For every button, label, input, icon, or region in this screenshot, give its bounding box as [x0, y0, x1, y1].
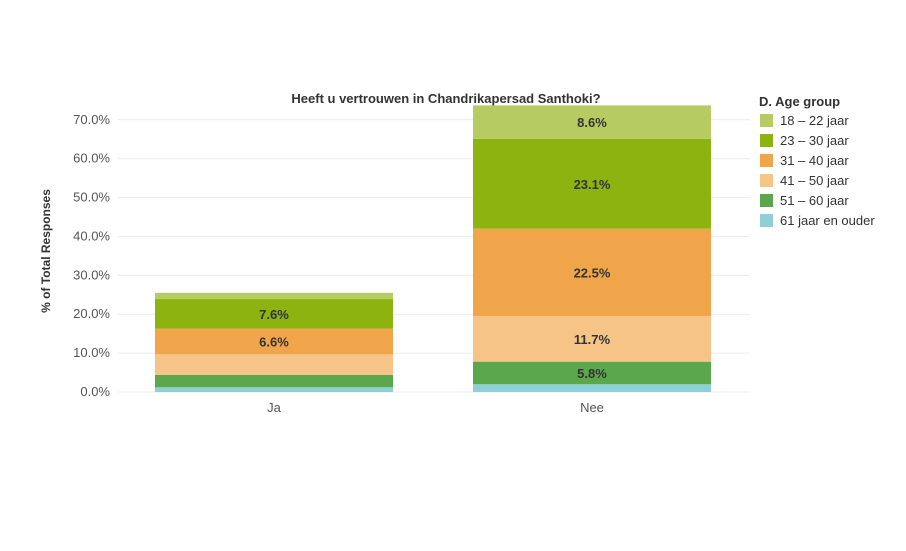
y-tick-label: 20.0% — [73, 306, 110, 321]
bar-segment — [473, 105, 711, 139]
bar-segment — [155, 374, 393, 388]
y-tick-label: 40.0% — [73, 228, 110, 243]
data-label: 7.6% — [259, 307, 289, 322]
bar-segment — [473, 228, 711, 317]
legend-label: 18 – 22 jaar — [780, 113, 849, 128]
chart-title: Heeft u vertrouwen in Chandrikapersad Sa… — [291, 91, 600, 106]
bar-segment — [473, 361, 711, 385]
bar-segment — [473, 316, 711, 362]
legend-label: 23 – 30 jaar — [780, 133, 849, 148]
legend-label: 61 jaar en ouder — [780, 213, 875, 228]
bar-segment — [473, 138, 711, 229]
y-axis-label: % of Total Responses — [39, 189, 53, 313]
bars — [155, 105, 711, 392]
bar-segment — [155, 328, 393, 355]
legend-title: D. Age group — [759, 94, 840, 109]
data-label: 22.5% — [574, 265, 611, 280]
y-tick-label: 10.0% — [73, 345, 110, 360]
legend: D. Age group 18 – 22 jaar 23 – 30 jaar 31 … — [759, 94, 875, 228]
x-category-label: Ja — [267, 400, 282, 415]
y-tick-label: 60.0% — [73, 151, 110, 166]
y-tick-label: 70.0% — [73, 112, 110, 127]
legend-swatch — [760, 194, 773, 207]
legend-swatch — [760, 154, 773, 167]
bar-segment — [155, 354, 393, 375]
bar-segment — [155, 387, 393, 392]
x-axis-labels: Ja Nee — [267, 400, 604, 415]
data-label: 5.8% — [577, 366, 607, 381]
data-labels: 6.6% 7.6% 5.8% 11.7% 22.5% 23.1% 8.6% — [259, 115, 611, 381]
legend-label: 51 – 60 jaar — [780, 193, 849, 208]
y-axis-ticks: 0.0% 10.0% 20.0% 30.0% 40.0% 50.0% 60.0% 70.0% — [73, 112, 110, 399]
legend-swatch — [760, 134, 773, 147]
x-category-label: Nee — [580, 400, 604, 415]
legend-swatch — [760, 174, 773, 187]
bar-segment — [473, 384, 711, 392]
y-tick-label: 50.0% — [73, 190, 110, 205]
data-label: 11.7% — [574, 332, 611, 347]
legend-label: 41 – 50 jaar — [780, 173, 849, 188]
y-tick-label: 0.0% — [80, 384, 110, 399]
bar-segment — [155, 299, 393, 329]
legend-swatch — [760, 214, 773, 227]
legend-swatch — [760, 114, 773, 127]
legend-label: 31 – 40 jaar — [780, 153, 849, 168]
data-label: 8.6% — [577, 115, 607, 130]
data-label: 23.1% — [574, 177, 611, 192]
data-label: 6.6% — [259, 334, 289, 349]
y-tick-label: 30.0% — [73, 267, 110, 282]
bar-segment — [155, 292, 393, 300]
